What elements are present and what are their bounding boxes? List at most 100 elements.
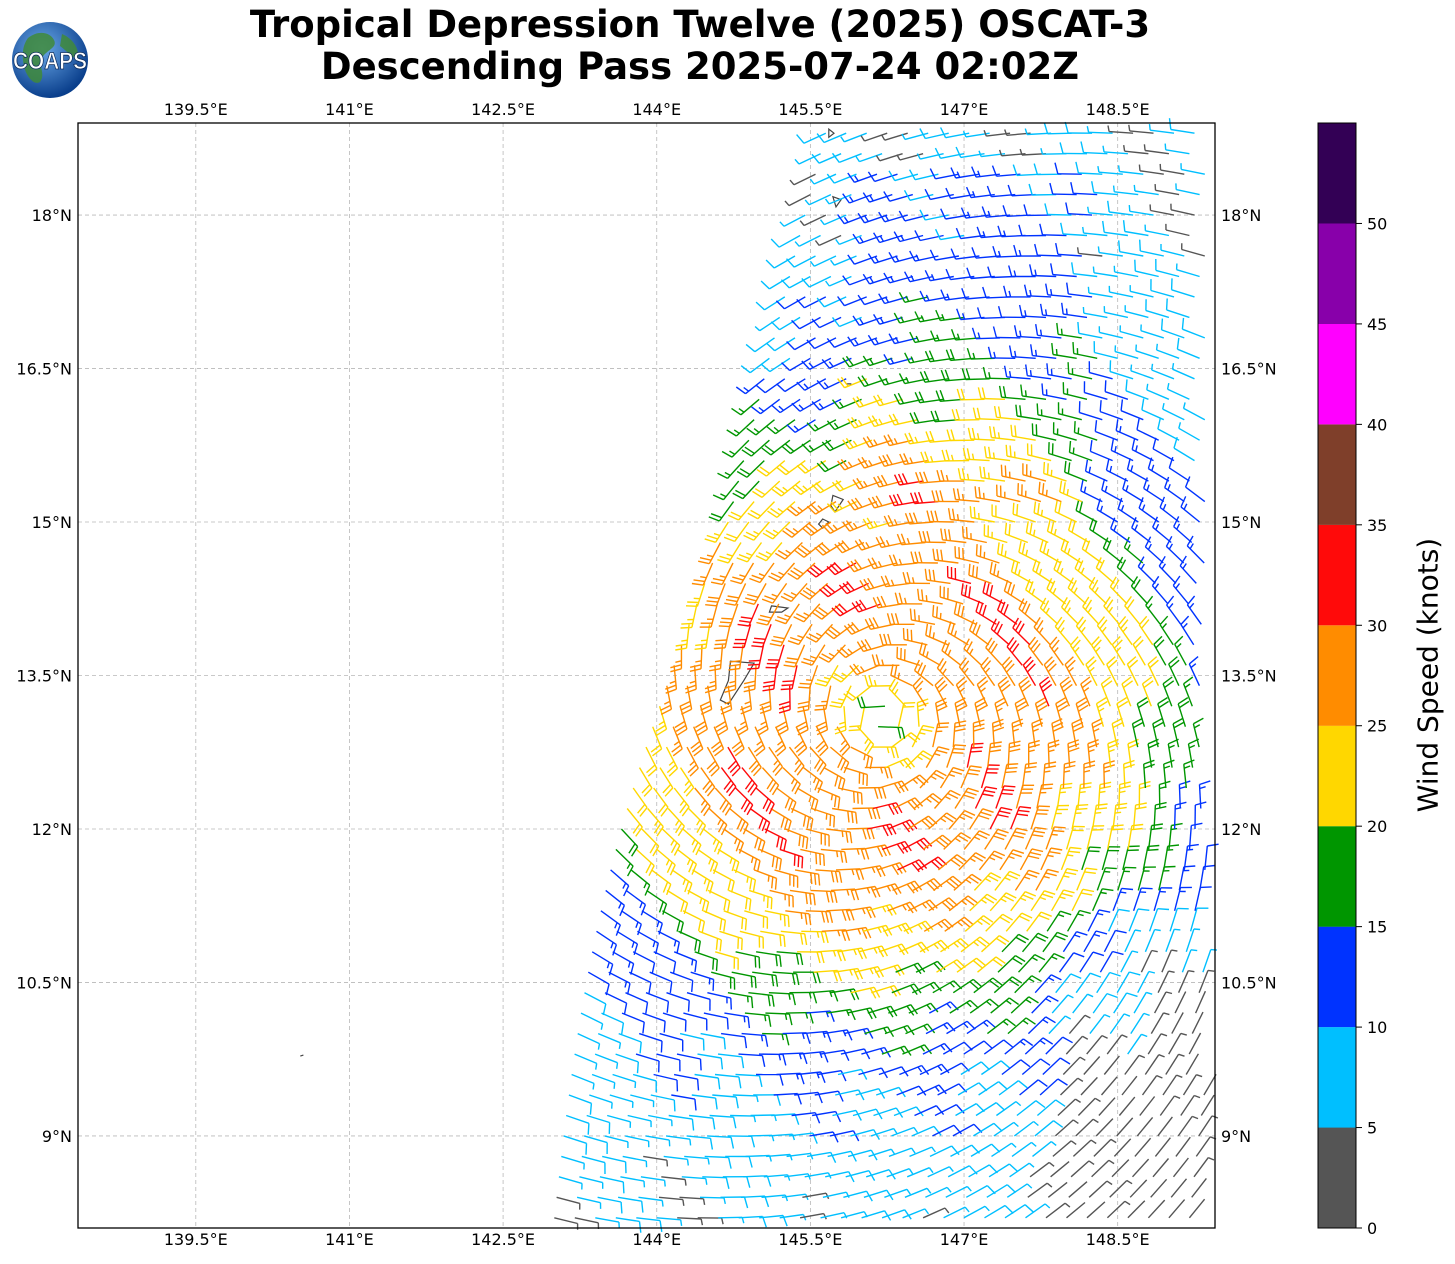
wind-barb (616, 930, 639, 955)
wind-barb (850, 986, 881, 999)
wind-barb (1165, 1053, 1185, 1075)
wind-barb (1019, 1079, 1048, 1096)
wind-barb (1128, 908, 1150, 932)
wind-barb (1082, 306, 1108, 319)
wind-barb (1067, 739, 1080, 768)
wind-barb (933, 789, 961, 809)
wind-barb (665, 746, 679, 777)
wind-barb (766, 419, 796, 435)
wind-barb (756, 603, 780, 626)
wind-barb (1078, 401, 1103, 421)
wind-barb (700, 1032, 726, 1050)
wind-barb (736, 542, 763, 563)
wind-barb (820, 1049, 850, 1061)
wind-barb (977, 956, 1006, 973)
wind-barb (741, 439, 770, 457)
wind-barb (765, 644, 785, 669)
wind-barb (1059, 676, 1073, 707)
wind-barb (851, 885, 881, 898)
wind-barb (1169, 907, 1189, 932)
graticule (78, 123, 1215, 1228)
wind-barb (884, 1024, 915, 1036)
wind-barb (823, 766, 846, 791)
wind-barb (1108, 285, 1134, 298)
wind-barb (1027, 1182, 1053, 1198)
wind-barb (872, 595, 902, 609)
wind-barb (971, 327, 1000, 340)
wind-barb (964, 915, 994, 932)
wind-barb (1151, 363, 1175, 380)
wind-barb (835, 1089, 865, 1101)
wind-barb (682, 910, 706, 933)
wind-barb (811, 153, 842, 164)
wind-barb (948, 895, 978, 912)
wind-barb (953, 602, 977, 625)
wind-barb (1188, 822, 1203, 850)
wind-barb (1068, 440, 1093, 462)
wind-barb (830, 988, 860, 1001)
wind-barb (1044, 203, 1072, 216)
wind-barb (625, 1135, 650, 1148)
wind-barb (689, 1114, 716, 1130)
wind-barb (856, 865, 886, 878)
wind-barb (826, 562, 857, 576)
wind-barb (960, 1061, 991, 1076)
wind-barb (1075, 499, 1098, 523)
wind-barb (1168, 1032, 1187, 1055)
wind-barb (1034, 1120, 1064, 1137)
wind-barb (1091, 888, 1114, 912)
wind-barb (705, 583, 726, 607)
wind-barb (961, 368, 990, 381)
wind-barb (867, 171, 898, 183)
colorbar-tick-label: 25 (1367, 717, 1387, 736)
wind-barb (1024, 1037, 1054, 1055)
wind-barb (829, 746, 850, 774)
wind-barb (888, 170, 919, 182)
wind-barb (743, 828, 766, 853)
wind-barb (717, 542, 742, 564)
wind-barb (1093, 341, 1118, 359)
wind-barb (604, 992, 628, 1015)
wind-barb (857, 456, 888, 469)
wind-barb (661, 828, 681, 856)
wind-barb (1051, 994, 1074, 1014)
wind-barb (899, 1064, 930, 1076)
wind-barb (581, 1155, 606, 1175)
wind-barb (1089, 1013, 1111, 1035)
wind-barb (801, 930, 829, 944)
wind-barb (1006, 636, 1023, 666)
wind-barb (635, 848, 655, 877)
wind-barb (831, 807, 858, 824)
wind-barb (841, 847, 870, 860)
wind-barb (847, 497, 878, 511)
wind-barb (982, 286, 1011, 299)
wind-barb (1034, 974, 1062, 994)
wind-barb (1159, 615, 1174, 646)
wind-barb (902, 1208, 930, 1219)
wind-barb (638, 767, 653, 797)
wind-barb (864, 675, 893, 687)
wind-barb (1018, 598, 1038, 625)
wind-barb (1106, 1200, 1131, 1219)
wind-barb (627, 1114, 652, 1128)
wind-barb (852, 315, 883, 326)
wind-barb (656, 1053, 681, 1072)
wind-barb (989, 561, 1013, 585)
wind-barb (1040, 148, 1067, 155)
wind-barb (688, 808, 707, 836)
wind-barb (787, 562, 816, 580)
wind-barb (1055, 697, 1069, 727)
wind-barb (736, 706, 749, 736)
wind-barb (1110, 517, 1131, 544)
wind-barb (798, 665, 819, 689)
wind-barb (785, 255, 816, 268)
wind-barb (719, 930, 743, 951)
wind-barb (1111, 636, 1126, 666)
wind-barb (1117, 165, 1144, 175)
wind-barb (1165, 928, 1181, 953)
wind-barb (691, 1094, 718, 1110)
wind-barb (647, 808, 664, 837)
wind-barb (1166, 595, 1182, 625)
wind-barb (1172, 717, 1185, 748)
wind-barb (750, 1114, 777, 1122)
